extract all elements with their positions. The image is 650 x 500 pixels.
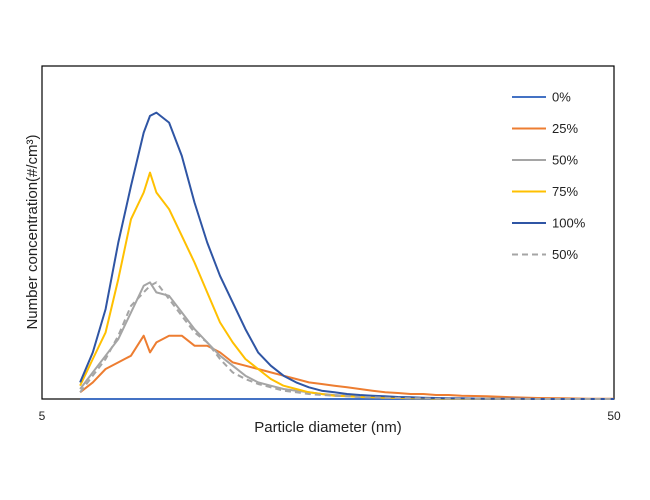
legend-label-4: 100% — [552, 216, 586, 231]
x-tick-label-max: 50 — [607, 409, 621, 423]
x-axis-title: Particle diameter (nm) — [254, 419, 402, 436]
series-line-1 — [79, 334, 614, 400]
x-tick-label-min: 5 — [39, 409, 46, 423]
legend: 0% 25% 50% 75% 100% 50% — [512, 90, 586, 262]
series-line-5 — [79, 281, 614, 400]
series-line-4 — [79, 111, 614, 400]
legend-label-0: 0% — [552, 90, 571, 105]
legend-label-1: 25% — [552, 121, 578, 136]
legend-label-3: 75% — [552, 184, 578, 199]
legend-label-2: 50% — [552, 153, 578, 168]
y-axis-title: Number concentration(#/cm³) — [24, 134, 41, 329]
legend-label-5: 50% — [552, 247, 578, 262]
series-layer — [79, 111, 614, 400]
